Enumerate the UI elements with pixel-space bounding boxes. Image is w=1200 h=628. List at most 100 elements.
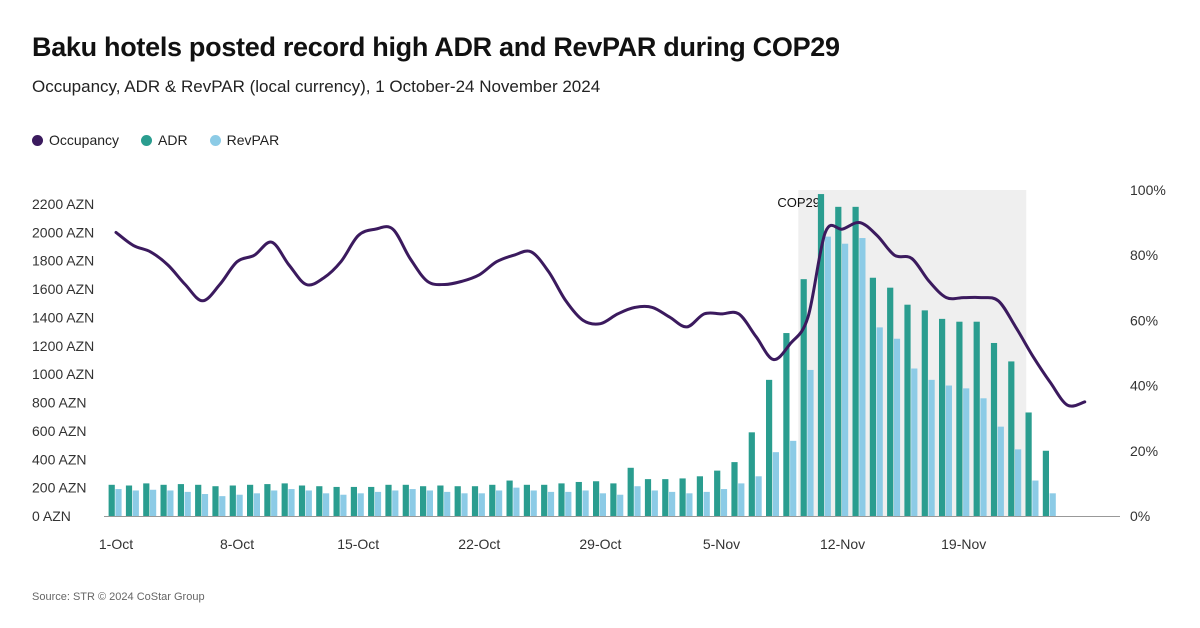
revpar-bar	[374, 491, 382, 516]
right-axis-tick-label: 40%	[1130, 378, 1158, 394]
chart-title: Baku hotels posted record high ADR and R…	[32, 32, 840, 62]
adr-bar	[852, 206, 859, 516]
adr-bar	[921, 310, 928, 516]
adr-bar	[108, 484, 115, 516]
adr-bar	[454, 486, 461, 516]
left-axis-tick-label: 200 AZN	[32, 480, 86, 496]
revpar-bar	[496, 490, 503, 516]
revpar-bar	[911, 368, 918, 516]
revpar-bar	[634, 486, 641, 516]
revpar-bar	[340, 494, 347, 516]
adr-bar	[558, 483, 565, 516]
adr-bar	[662, 479, 669, 516]
adr-bar	[541, 484, 548, 516]
adr-bar	[696, 476, 703, 516]
right-axis-tick-label: 60%	[1130, 312, 1158, 328]
left-axis-tick-label: 1400 AZN	[32, 309, 94, 325]
revpar-bar	[530, 490, 537, 516]
adr-bar	[1025, 412, 1032, 516]
cop29-annotation: COP29	[777, 195, 820, 210]
adr-bar	[1042, 450, 1049, 516]
right-axis-tick-label: 100%	[1130, 182, 1166, 198]
revpar-bar	[565, 491, 572, 516]
legend-item-occupancy[interactable]: Occupancy	[32, 132, 119, 148]
revpar-bar	[513, 487, 520, 516]
left-axis-tick-label: 1600 AZN	[32, 281, 94, 297]
revpar-bar	[824, 236, 831, 517]
revpar-bar	[893, 338, 901, 516]
x-axis-tick-label: 8-Oct	[220, 536, 254, 552]
revpar-bar	[807, 369, 814, 516]
revpar-bar	[755, 476, 762, 516]
adr-bar	[333, 486, 340, 516]
adr-bar	[212, 486, 219, 516]
revpar-bar	[599, 493, 606, 516]
revpar-bar	[669, 491, 676, 516]
adr-bar	[195, 484, 202, 516]
revpar-swatch-icon	[209, 134, 221, 146]
adr-bar	[973, 321, 980, 516]
revpar-bar	[980, 398, 987, 516]
chart-subtitle: Occupancy, ADR & RevPAR (local currency)…	[32, 77, 601, 96]
adr-bar	[385, 484, 392, 516]
adr-bar	[644, 479, 652, 516]
x-axis-tick-label: 15-Oct	[337, 536, 379, 552]
adr-bar	[593, 481, 600, 516]
adr-bar	[990, 342, 998, 516]
left-axis-tick-label: 0 AZN	[32, 508, 71, 524]
adr-bar	[143, 483, 150, 516]
right-axis-tick-label: 80%	[1130, 247, 1158, 263]
adr-bar	[264, 484, 271, 516]
left-axis-tick-label: 600 AZN	[32, 423, 86, 439]
revpar-bar	[945, 385, 952, 516]
legend-item-adr[interactable]: ADR	[141, 132, 188, 148]
revpar-bar	[963, 388, 970, 516]
revpar-bar	[115, 489, 122, 516]
adr-swatch-icon	[141, 134, 153, 146]
adr-bar	[714, 470, 721, 516]
revpar-bar	[461, 493, 468, 516]
adr-bar	[887, 287, 894, 516]
adr-bar	[748, 432, 755, 516]
occupancy-swatch-icon	[32, 134, 43, 146]
left-axis-tick-label: 800 AZN	[32, 395, 86, 411]
legend: Occupancy ADR RevPAR	[32, 132, 279, 148]
revpar-bar	[444, 491, 451, 516]
revpar-bar	[305, 490, 312, 516]
adr-bar	[575, 481, 582, 516]
adr-bar	[298, 485, 306, 516]
left-axis-tick-label: 2000 AZN	[32, 224, 94, 240]
adr-bar	[125, 485, 133, 516]
revpar-bar	[928, 379, 935, 516]
adr-bar	[160, 484, 167, 516]
adr-bar	[904, 304, 911, 516]
left-axis-tick-label: 400 AZN	[32, 451, 86, 467]
x-axis-tick-label: 12-Nov	[820, 536, 865, 552]
adr-bar	[471, 486, 479, 516]
revpar-bar	[288, 489, 295, 516]
adr-bar	[783, 333, 790, 516]
legend-label-revpar: RevPAR	[226, 132, 280, 148]
revpar-bar	[184, 491, 191, 516]
right-axis-tick-label: 20%	[1130, 443, 1158, 459]
adr-bar	[489, 484, 496, 516]
revpar-bar	[271, 490, 278, 516]
adr-bar	[627, 467, 634, 516]
left-axis-tick-label: 2200 AZN	[32, 196, 94, 212]
revpar-bar	[703, 491, 710, 516]
right-axis: 0% 20% 40% 60% 80% 100%	[1130, 182, 1166, 524]
revpar-bar	[651, 490, 658, 516]
revpar-bar	[236, 494, 243, 516]
x-axis-tick-label: 5-Nov	[703, 536, 740, 552]
revpar-bar	[357, 493, 364, 516]
highlight-layer: COP29	[777, 190, 1027, 516]
revpar-bar	[859, 238, 866, 516]
left-axis-tick-label: 1800 AZN	[32, 253, 94, 269]
x-axis-tick-label: 19-Nov	[941, 536, 986, 552]
revpar-bar	[323, 493, 330, 516]
legend-item-revpar[interactable]: RevPAR	[209, 132, 280, 148]
revpar-bar	[738, 483, 745, 516]
revpar-bar	[409, 489, 416, 516]
adr-bar	[420, 486, 427, 516]
